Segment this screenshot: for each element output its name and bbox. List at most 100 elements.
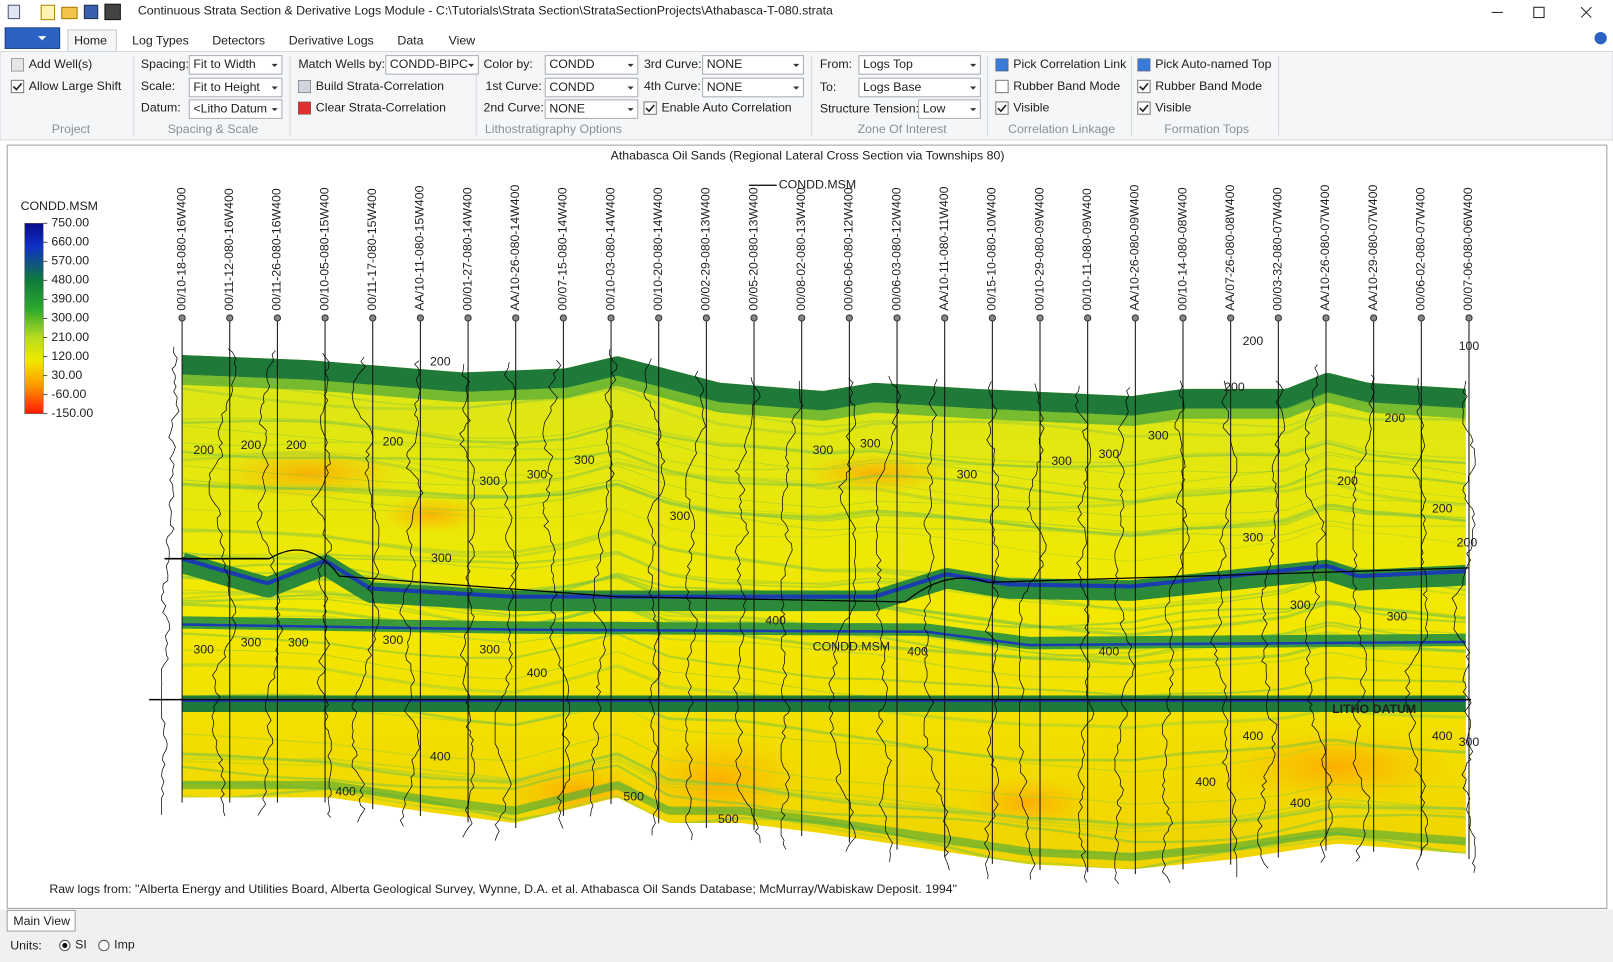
well-head[interactable]	[798, 314, 806, 322]
combo-box[interactable]	[544, 77, 639, 98]
combo-arrow	[970, 86, 977, 90]
well-head[interactable]	[1036, 314, 1044, 322]
button-icon[interactable]	[298, 80, 311, 93]
combo-box[interactable]	[702, 55, 804, 75]
combo-box[interactable]	[188, 99, 283, 119]
checkbox[interactable]	[1137, 79, 1151, 94]
well-name: 00/10-03-080-14W400	[603, 187, 617, 311]
field-label: 1st Curve:	[486, 79, 542, 93]
radio[interactable]	[98, 939, 110, 952]
well-head[interactable]	[1322, 314, 1330, 322]
depth-label: 300	[670, 509, 691, 523]
new-icon[interactable]	[40, 4, 56, 21]
main-view-tab[interactable]	[6, 909, 76, 932]
log-curve	[1451, 380, 1476, 873]
checkbox[interactable]	[995, 101, 1009, 115]
file-menu[interactable]	[4, 27, 61, 49]
button-icon[interactable]	[11, 58, 24, 72]
depth-label: 300	[288, 635, 309, 649]
well-head[interactable]	[1274, 314, 1282, 322]
log-curve	[1161, 380, 1190, 884]
button-icon[interactable]	[1137, 58, 1151, 72]
ribbon-button: Build Strata-Correlation	[316, 79, 444, 93]
well-head[interactable]	[321, 314, 329, 322]
well-head[interactable]	[178, 314, 186, 322]
combo-value: NONE	[707, 57, 743, 71]
combo-box[interactable]	[702, 77, 804, 98]
combo-box[interactable]	[544, 99, 639, 119]
well-head[interactable]	[941, 314, 949, 322]
button-icon[interactable]	[298, 101, 311, 115]
combo-value: Fit to Width	[193, 57, 255, 71]
save-icon[interactable]	[83, 4, 99, 20]
depth-label: 400	[1195, 775, 1216, 789]
well-head[interactable]	[226, 314, 234, 322]
depth-label: CONDD.MSM	[813, 639, 890, 653]
well-head[interactable]	[893, 314, 901, 322]
checkbox[interactable]	[643, 101, 657, 115]
combo-box[interactable]	[544, 55, 639, 75]
well-name: AA/10-26-080-07W400	[1318, 185, 1332, 311]
marker-band	[182, 616, 1466, 650]
well-head[interactable]	[512, 314, 520, 322]
well-head[interactable]	[655, 314, 663, 322]
combo-box[interactable]	[858, 55, 981, 75]
well-head[interactable]	[702, 314, 710, 322]
combo-box[interactable]	[918, 99, 981, 119]
well-head[interactable]	[845, 314, 853, 322]
checkbox[interactable]	[1137, 101, 1151, 115]
well-head[interactable]	[1227, 314, 1235, 322]
depth-label: 300	[241, 635, 262, 649]
well-head[interactable]	[369, 314, 377, 322]
well-head[interactable]	[1370, 314, 1378, 322]
button-icon[interactable]	[995, 58, 1009, 72]
checkbox[interactable]	[995, 79, 1009, 94]
depth-label: 200	[193, 443, 214, 457]
ribbon-button: Add Well(s)	[29, 57, 92, 71]
well-head[interactable]	[1131, 314, 1139, 322]
field-label: Structure Tension:	[820, 101, 919, 115]
well-head[interactable]	[1084, 314, 1092, 322]
well-name: 00/02-29-080-13W400	[699, 187, 713, 311]
strata-line	[182, 782, 1466, 856]
ribbon-button: Pick Correlation Link	[1013, 57, 1127, 71]
depth-label: 300	[1099, 447, 1120, 461]
depth-label: 300	[193, 642, 214, 656]
active-tab	[67, 29, 117, 52]
combo-box[interactable]	[188, 55, 283, 75]
well-head[interactable]	[1465, 314, 1473, 322]
well-head[interactable]	[1179, 314, 1187, 322]
legend-label: CONDD.MSM	[779, 178, 856, 192]
colorbar-tick-label: 30.00	[51, 368, 82, 382]
well-head[interactable]	[559, 314, 567, 322]
strata-line	[182, 753, 1466, 827]
depth-label: 400	[1290, 796, 1311, 810]
well-head[interactable]	[750, 314, 758, 322]
depth-label: 400	[430, 749, 451, 763]
open-icon[interactable]	[61, 6, 78, 20]
print-icon[interactable]	[104, 3, 121, 21]
well-head[interactable]	[416, 314, 424, 322]
checkbox-label: Allow Large Shift	[29, 79, 122, 93]
well-head[interactable]	[273, 314, 282, 322]
well-head[interactable]	[607, 314, 615, 322]
well-name: 00/10-20-080-14W400	[651, 187, 665, 311]
well-head[interactable]	[1417, 314, 1425, 322]
well-name: 00/15-10-080-10W400	[985, 187, 999, 311]
field-label: From:	[820, 57, 852, 71]
strata-line	[182, 483, 1466, 534]
well-head[interactable]	[988, 314, 996, 322]
checkbox[interactable]	[10, 79, 25, 94]
log-curve	[1210, 380, 1238, 878]
close[interactable]	[1580, 6, 1592, 18]
well-name: 00/10-05-080-15W400	[317, 187, 331, 311]
maximize[interactable]	[1533, 6, 1545, 19]
group-label: Project	[52, 122, 91, 136]
combo-box[interactable]	[385, 55, 479, 75]
combo-box[interactable]	[858, 77, 981, 98]
well-head[interactable]	[464, 314, 472, 322]
combo-box[interactable]	[188, 77, 283, 98]
well-name: AA/07-26-080-08W400	[1223, 185, 1237, 311]
help[interactable]	[1594, 31, 1607, 45]
